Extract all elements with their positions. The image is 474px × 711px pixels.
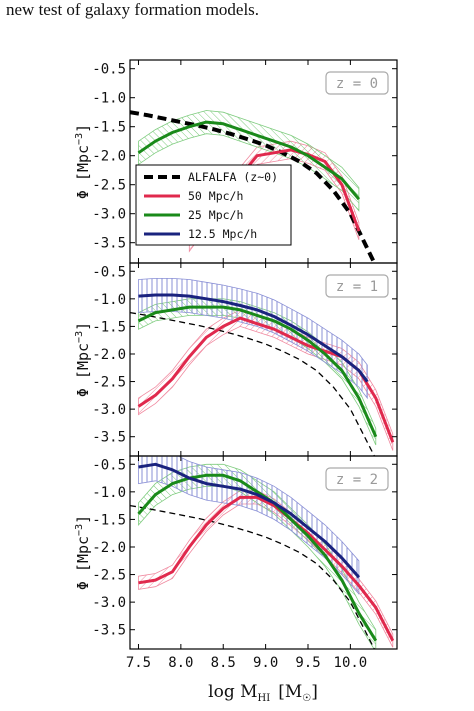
y-tick-label: -3.5 bbox=[92, 430, 126, 446]
y-tick-label: -2.0 bbox=[92, 149, 126, 165]
line-50-z2 bbox=[138, 495, 395, 642]
band-25-z0 bbox=[138, 110, 360, 212]
x-tick-label: 8.5 bbox=[211, 655, 236, 671]
y-tick-label: -2.5 bbox=[92, 568, 126, 584]
y-tick-label: -1.0 bbox=[92, 292, 126, 308]
redshift-label-z0: z = 0 bbox=[336, 76, 378, 92]
redshift-box-z0 bbox=[325, 71, 389, 95]
line-12-5-z1 bbox=[138, 293, 369, 383]
line-alfalfa-z1 bbox=[130, 311, 376, 456]
y-tick-label: -0.5 bbox=[92, 264, 126, 280]
y-tick-label: -1.5 bbox=[92, 319, 126, 335]
line-alfalfa-z2 bbox=[130, 504, 376, 649]
panel-z1: -0.5 -1.0 -1.5 -2.0 -2.5 -3.0 -3.5 Φ [Mpc−3] z =… bbox=[74, 262, 398, 457]
y-tick-label: -3.0 bbox=[92, 402, 126, 418]
y-tick-label: -1.0 bbox=[92, 485, 126, 501]
y-tick-label: -3.0 bbox=[92, 595, 126, 611]
y-tick-label: -3.0 bbox=[92, 207, 126, 223]
redshift-label-z1: z = 1 bbox=[336, 279, 378, 295]
y-tick-label: -0.5 bbox=[92, 457, 126, 473]
y-tick-label: -3.5 bbox=[92, 623, 126, 639]
line-12-5-z2 bbox=[138, 462, 361, 579]
legend-label-25: 25 Mpc/h bbox=[188, 208, 243, 222]
band-12-5-z2 bbox=[138, 456, 360, 595]
y-axis-label: Φ [Mpc−3] bbox=[74, 322, 92, 397]
y-tick-label: -0.5 bbox=[92, 62, 126, 78]
line-25-z0 bbox=[137, 120, 361, 201]
x-axis-label: log MHI [M☉] bbox=[208, 682, 318, 704]
y-tick-label: -2.0 bbox=[92, 347, 126, 363]
y-tick-label: -1.0 bbox=[92, 91, 126, 107]
x-tick-label: 9.5 bbox=[295, 655, 320, 671]
y-tick-label: -1.5 bbox=[92, 512, 126, 528]
y-tick-label: -2.5 bbox=[92, 375, 126, 391]
redshift-label-z2: z = 2 bbox=[336, 472, 378, 488]
x-tick-label: 10.0 bbox=[334, 655, 368, 671]
line-25-z2 bbox=[137, 473, 378, 642]
line-25-z1 bbox=[137, 305, 378, 438]
y-axis-label: Φ [Mpc−3] bbox=[74, 515, 92, 590]
legend-label-50: 50 Mpc/h bbox=[188, 189, 243, 203]
caption-text: new test of galaxy formation models. bbox=[6, 0, 260, 19]
panel-frame-z2 bbox=[129, 455, 398, 650]
y-tick-label: -1.5 bbox=[92, 120, 126, 136]
legend-label-ALFALFA: ALFALFA (z~0) bbox=[188, 170, 278, 184]
legend-label-12-5: 12.5 Mpc/h bbox=[188, 227, 257, 241]
legend: ALFALFA (z~0) 50 Mpc/h 25 Mpc/h 12.5 Mpc/h bbox=[135, 164, 292, 246]
y-axis-label: Φ [Mpc−3] bbox=[74, 124, 92, 199]
x-tick-label: 8.0 bbox=[168, 655, 193, 671]
y-tick-label: -3.5 bbox=[92, 236, 126, 252]
x-tick-label: 7.5 bbox=[126, 655, 151, 671]
panel-z2: -0.5 -1.0 -1.5 -2.0 -2.5 -3.0 -3.5 Φ [Mpc−3] z =… bbox=[74, 455, 398, 650]
redshift-box-z2 bbox=[325, 467, 389, 491]
y-tick-label: -2.0 bbox=[92, 540, 126, 556]
redshift-box-z1 bbox=[325, 274, 389, 298]
y-tick-label: -2.5 bbox=[92, 178, 126, 194]
x-tick-label: 9.0 bbox=[253, 655, 278, 671]
